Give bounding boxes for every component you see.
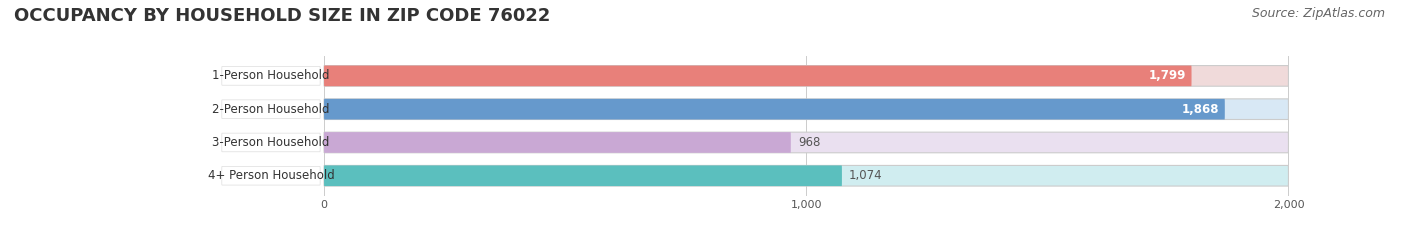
FancyBboxPatch shape xyxy=(323,99,1225,120)
Text: 3-Person Household: 3-Person Household xyxy=(212,136,329,149)
FancyBboxPatch shape xyxy=(222,100,321,119)
FancyBboxPatch shape xyxy=(323,165,1288,186)
FancyBboxPatch shape xyxy=(323,65,1288,86)
Text: 968: 968 xyxy=(799,136,821,149)
FancyBboxPatch shape xyxy=(323,65,1191,86)
Text: 1-Person Household: 1-Person Household xyxy=(212,69,330,82)
Text: 1,074: 1,074 xyxy=(849,169,883,182)
Text: 1,799: 1,799 xyxy=(1149,69,1185,82)
Text: Source: ZipAtlas.com: Source: ZipAtlas.com xyxy=(1251,7,1385,20)
Text: 4+ Person Household: 4+ Person Household xyxy=(208,169,335,182)
FancyBboxPatch shape xyxy=(323,132,790,153)
Text: OCCUPANCY BY HOUSEHOLD SIZE IN ZIP CODE 76022: OCCUPANCY BY HOUSEHOLD SIZE IN ZIP CODE … xyxy=(14,7,550,25)
Text: 2-Person Household: 2-Person Household xyxy=(212,103,330,116)
FancyBboxPatch shape xyxy=(222,166,321,185)
FancyBboxPatch shape xyxy=(222,133,321,152)
FancyBboxPatch shape xyxy=(323,99,1288,120)
FancyBboxPatch shape xyxy=(323,132,1288,153)
FancyBboxPatch shape xyxy=(222,67,321,85)
FancyBboxPatch shape xyxy=(323,165,842,186)
Text: 1,868: 1,868 xyxy=(1181,103,1219,116)
